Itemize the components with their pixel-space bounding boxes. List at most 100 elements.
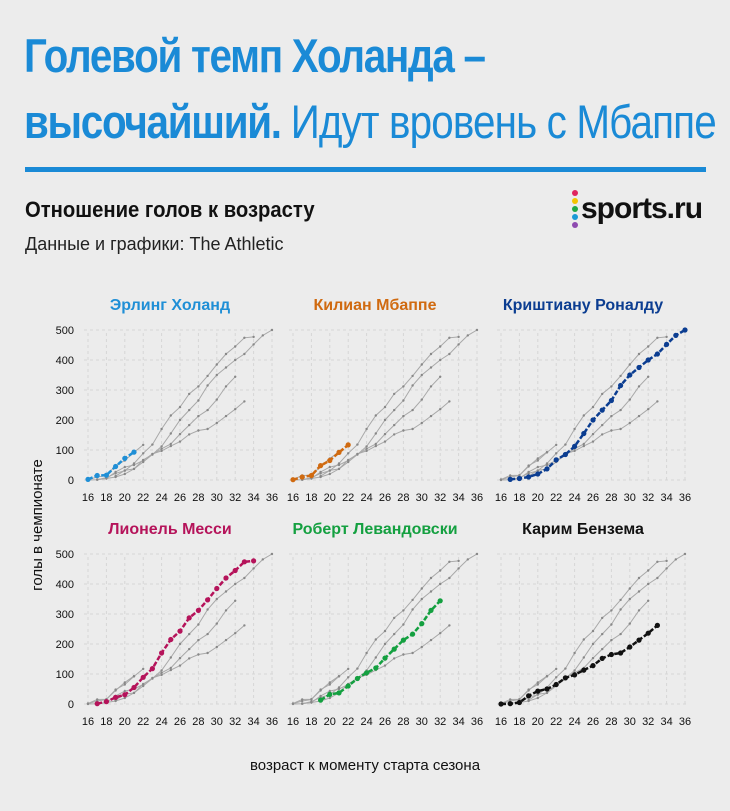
other-player-point — [393, 632, 396, 636]
other-player-point — [301, 702, 304, 705]
other-player-point — [647, 408, 650, 411]
other-player-line — [302, 336, 459, 481]
other-player-point — [197, 638, 200, 642]
x-tick-label: 16 — [287, 492, 299, 504]
other-player-point — [215, 421, 218, 425]
other-player-point — [429, 414, 433, 418]
x-tick-label: 26 — [379, 716, 391, 728]
x-tick-label: 18 — [513, 716, 525, 728]
other-player-point — [601, 423, 604, 427]
x-tick-label: 28 — [605, 492, 617, 504]
other-player-point — [224, 414, 228, 418]
other-player-point — [178, 432, 182, 436]
other-player-point — [656, 576, 659, 580]
x-tick-label: 30 — [624, 492, 636, 504]
other-player-point — [475, 552, 479, 556]
logo-dot — [572, 206, 578, 212]
x-tick-label: 20 — [119, 492, 131, 504]
other-player-point — [160, 449, 163, 453]
other-player-point — [564, 667, 567, 670]
player-point — [177, 628, 183, 634]
player-point — [599, 655, 605, 662]
other-player-point — [261, 334, 264, 337]
other-player-line — [97, 336, 254, 481]
y-tick-label: 300 — [56, 385, 74, 397]
other-player-point — [234, 375, 237, 378]
other-player-point — [591, 440, 595, 443]
x-tick-label: 30 — [211, 492, 223, 504]
panel-1: 16 18 20 22 24 26 28 30 32 34 36 Килиан Мбаппе — [287, 297, 483, 504]
other-player-point — [123, 472, 127, 476]
player-point — [581, 430, 587, 437]
other-player-point — [591, 656, 595, 660]
other-player-point — [160, 445, 163, 448]
player-point — [553, 457, 559, 463]
other-player-point — [545, 675, 549, 678]
other-player-point — [132, 463, 136, 467]
other-player-point — [457, 343, 460, 346]
other-player-line — [302, 560, 459, 705]
other-player-line — [115, 376, 236, 477]
x-tick-label: 18 — [305, 492, 317, 504]
other-player-point — [374, 638, 377, 641]
player-point — [618, 382, 624, 389]
player-point — [498, 701, 504, 707]
title-divider — [25, 167, 706, 172]
other-player-point — [582, 442, 585, 446]
other-player-point — [206, 632, 209, 636]
other-player-point — [224, 590, 228, 593]
other-player-point — [439, 632, 442, 635]
player-point — [159, 650, 165, 656]
other-player-point — [628, 398, 631, 401]
other-player-point — [536, 683, 539, 686]
player-point — [400, 637, 406, 643]
other-player-point — [527, 470, 530, 474]
other-player-point — [619, 608, 622, 611]
other-player-point — [114, 470, 117, 474]
y-tick-label: 500 — [56, 325, 74, 337]
other-player-point — [142, 443, 145, 447]
x-tick-label: 22 — [137, 716, 149, 728]
other-player-point — [466, 558, 469, 561]
player-point — [94, 472, 100, 479]
other-player-point — [402, 414, 405, 418]
other-player-point — [637, 576, 641, 580]
player-point — [103, 699, 109, 705]
x-tick-label: 28 — [397, 492, 409, 504]
other-player-point — [114, 688, 117, 691]
y-tick-label: 300 — [56, 609, 74, 621]
other-player-point — [665, 567, 668, 570]
player-point — [299, 474, 305, 480]
other-player-point — [123, 696, 127, 700]
other-player-point — [365, 447, 368, 450]
player-point — [131, 449, 137, 455]
other-player-point — [610, 609, 613, 612]
other-player-point — [420, 587, 423, 590]
other-player-point — [439, 358, 442, 362]
other-player-point — [252, 567, 255, 570]
x-tick-label: 24 — [155, 492, 167, 504]
panel-title: Килиан Мбаппе — [314, 297, 437, 314]
other-player-point — [224, 366, 228, 369]
other-player-point — [206, 384, 209, 387]
other-player-point — [457, 567, 460, 570]
player-point — [608, 397, 615, 404]
other-player-point — [142, 452, 145, 455]
other-player-point — [319, 694, 322, 698]
other-player-point — [142, 459, 145, 462]
other-player-point — [132, 691, 136, 695]
other-player-point — [582, 638, 585, 641]
other-player-point — [429, 638, 433, 642]
other-player-point — [420, 597, 423, 601]
panel-title: Карим Бензема — [522, 521, 644, 538]
other-player-point — [475, 328, 479, 332]
other-player-point — [411, 427, 414, 431]
player-point — [85, 476, 91, 482]
x-tick-label: 36 — [266, 716, 278, 728]
player-point — [205, 597, 211, 603]
other-player-line — [302, 553, 478, 704]
other-player-point — [178, 642, 182, 646]
player-point — [664, 341, 670, 347]
other-player-point — [206, 408, 209, 412]
other-player-point — [591, 642, 595, 646]
